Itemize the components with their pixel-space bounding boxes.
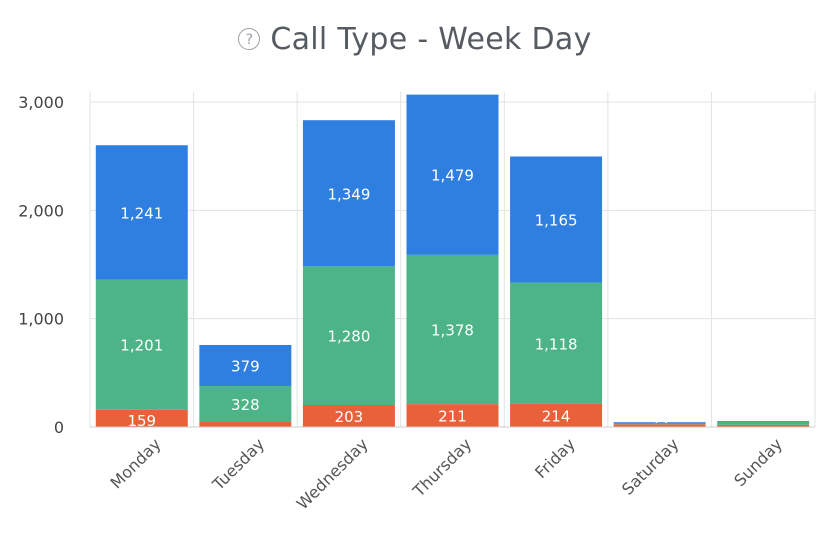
data-label: 159 xyxy=(127,412,156,430)
bar-monday-series-2 xyxy=(95,145,188,280)
bar-tuesday-series-0 xyxy=(199,421,292,427)
data-label: 379 xyxy=(231,358,260,376)
bar-monday-series-1 xyxy=(95,279,188,410)
bar-wednesday-series-2 xyxy=(302,120,395,267)
data-label: 1,118 xyxy=(535,335,578,353)
bar-saturday-series-1 xyxy=(613,423,706,425)
bar-thursday-series-0 xyxy=(406,404,499,427)
x-tick-label: Monday xyxy=(107,434,165,492)
bar-sunday-series-2 xyxy=(717,421,810,422)
data-label: 328 xyxy=(231,396,260,414)
bar-tuesday-series-1 xyxy=(199,386,292,422)
bar-sunday-series-1 xyxy=(717,421,810,425)
data-label: 44 xyxy=(650,409,669,427)
data-label: 1,280 xyxy=(327,328,370,346)
data-label: 214 xyxy=(542,407,571,425)
chart-title-bar: ? Call Type - Week Day xyxy=(0,14,830,64)
bar-friday-series-0 xyxy=(510,403,603,427)
data-label: 1,349 xyxy=(327,185,370,203)
bar-thursday-series-2 xyxy=(406,94,499,255)
x-tick-label: Saturday xyxy=(618,434,682,498)
y-tick-label: 2,000 xyxy=(18,201,64,220)
data-label: 1,201 xyxy=(120,337,163,355)
x-tick-label: Friday xyxy=(531,434,579,482)
bar-saturday-series-2 xyxy=(613,422,706,424)
bar-sunday-series-0 xyxy=(717,424,810,427)
x-tick-label: Tuesday xyxy=(208,434,268,494)
data-label: 1,165 xyxy=(535,212,578,230)
y-tick-label: 0 xyxy=(54,418,64,437)
data-label: 211 xyxy=(438,408,467,426)
bar-tuesday-series-2 xyxy=(199,344,292,387)
bar-thursday-series-1 xyxy=(406,254,499,405)
y-tick-label: 3,000 xyxy=(18,93,64,112)
data-label: 203 xyxy=(335,408,364,426)
bar-wednesday-series-0 xyxy=(302,405,395,427)
help-icon[interactable]: ? xyxy=(238,28,261,50)
y-tick-label: 1,000 xyxy=(18,310,64,329)
data-label: 1,378 xyxy=(431,322,474,340)
data-label: 1,241 xyxy=(120,204,163,222)
data-label: 47 xyxy=(754,407,773,425)
x-tick-label: Wednesday xyxy=(293,434,372,513)
x-tick-label: Thursday xyxy=(409,434,476,501)
bar-wednesday-series-1 xyxy=(302,266,395,406)
bar-friday-series-1 xyxy=(510,282,603,404)
bar-saturday-series-0 xyxy=(613,424,706,427)
bar-friday-series-2 xyxy=(510,156,603,283)
bar-monday-series-0 xyxy=(95,409,188,427)
x-tick-label: Sunday xyxy=(730,434,786,490)
chart-title: Call Type - Week Day xyxy=(270,21,592,57)
data-label: 1,479 xyxy=(431,167,474,185)
